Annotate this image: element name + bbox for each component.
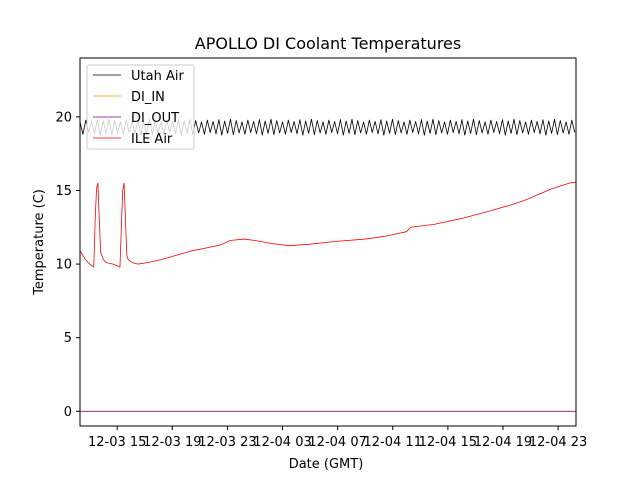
y-axis-label: Temperature (C) xyxy=(32,189,47,296)
y-tick-label: 15 xyxy=(55,184,72,199)
legend: Utah Air DI_IN DI_OUT ILE Air xyxy=(86,64,195,150)
chart-title: APOLLO DI Coolant Temperatures xyxy=(195,34,461,53)
legend-label: DI_OUT xyxy=(131,111,179,126)
y-tick-label: 10 xyxy=(55,258,72,273)
x-tick-label: 12-04 19 xyxy=(474,435,532,450)
x-tick-label: 12-04 23 xyxy=(529,435,587,450)
plot-frame xyxy=(79,57,577,427)
y-tick-label: 5 xyxy=(64,331,72,346)
legend-label: Utah Air xyxy=(131,69,184,84)
legend-box xyxy=(86,64,195,150)
y-tick-label: 0 xyxy=(64,405,72,420)
x-tick-label: 12-04 03 xyxy=(253,435,311,450)
x-tick-label: 12-03 15 xyxy=(88,435,146,450)
x-axis-label: Date (GMT) xyxy=(289,457,364,472)
legend-label: DI_IN xyxy=(131,90,165,105)
x-tick-label: 12-03 23 xyxy=(198,435,256,450)
series-line-ile-air xyxy=(80,181,576,268)
x-tick-label: 12-03 19 xyxy=(143,435,201,450)
x-tick-label: 12-04 15 xyxy=(419,435,477,450)
x-tick-label: 12-04 07 xyxy=(308,435,366,450)
x-tick-label: 12-04 11 xyxy=(364,435,422,450)
legend-label: ILE Air xyxy=(131,132,173,147)
y-tick-label: 20 xyxy=(55,110,72,125)
